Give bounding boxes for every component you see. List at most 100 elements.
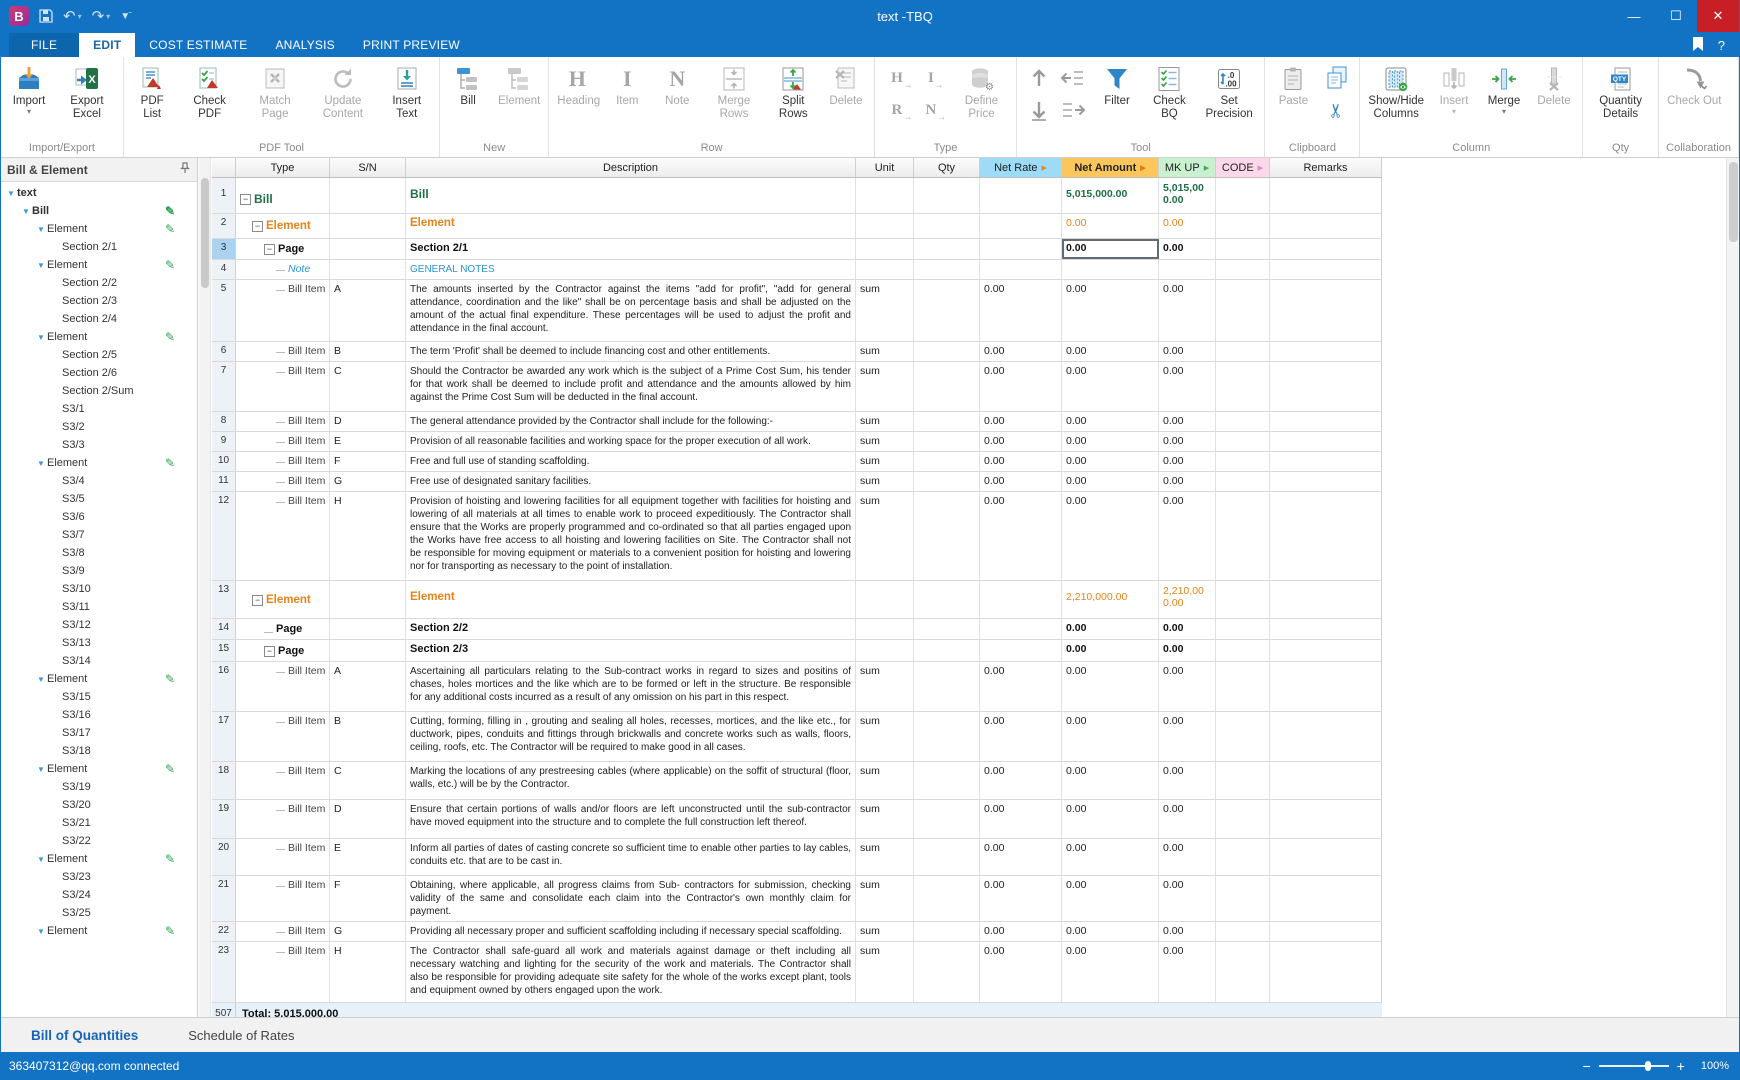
code-cell[interactable] — [1216, 412, 1270, 431]
net-amount-cell[interactable]: 2,210,000.00 — [1062, 581, 1159, 618]
row-number-cell[interactable]: 13 — [212, 581, 236, 618]
net-amount-cell[interactable]: 0.00 — [1062, 876, 1159, 921]
tree-item-element[interactable]: ▼Element✎ — [1, 220, 197, 238]
unit-cell[interactable] — [856, 640, 914, 661]
net-rate-cell[interactable]: 0.00 — [980, 922, 1062, 941]
net-amount-cell[interactable]: 0.00 — [1062, 472, 1159, 491]
expand-arrow-icon[interactable]: ▼ — [37, 225, 47, 234]
sn-cell[interactable]: F — [330, 876, 406, 921]
type-cell[interactable]: Bill Item — [236, 662, 330, 711]
row-number-cell[interactable]: 18 — [212, 762, 236, 799]
qty-cell[interactable] — [914, 214, 980, 238]
net-amount-cell[interactable]: 5,015,000.00 — [1062, 178, 1159, 213]
row-number-cell[interactable]: 9 — [212, 432, 236, 451]
unit-cell[interactable] — [856, 178, 914, 213]
description-cell[interactable]: The amounts inserted by the Contractor a… — [406, 280, 856, 341]
remarks-cell[interactable] — [1270, 280, 1382, 341]
qty-cell[interactable] — [914, 839, 980, 875]
type-cell[interactable]: Bill Item — [236, 922, 330, 941]
code-cell[interactable] — [1216, 452, 1270, 471]
row-number-cell[interactable]: 22 — [212, 922, 236, 941]
mkup-cell[interactable]: 0.00 — [1159, 922, 1216, 941]
tree-item-s3-24[interactable]: S3/24 — [1, 886, 197, 904]
qty-cell[interactable] — [914, 342, 980, 361]
description-cell[interactable]: Ascertaining all particulars relating to… — [406, 662, 856, 711]
net-amount-cell[interactable]: 0.00 — [1062, 492, 1159, 580]
mkup-cell[interactable]: 0.00 — [1159, 942, 1216, 1002]
type-item-icon[interactable]: I→ — [916, 64, 946, 92]
tree-item-element[interactable]: ▼Element✎ — [1, 922, 197, 940]
tree-item-s3-20[interactable]: S3/20 — [1, 796, 197, 814]
description-cell[interactable]: Cutting, forming, filling in , grouting … — [406, 712, 856, 761]
sn-cell[interactable]: D — [330, 412, 406, 431]
unit-cell[interactable]: sum — [856, 942, 914, 1002]
column-header-type[interactable]: Type — [236, 158, 330, 177]
expand-arrow-icon[interactable]: ▼ — [22, 207, 32, 216]
type-heading-icon[interactable]: H→ — [882, 64, 912, 92]
net-amount-cell[interactable]: 0.00 — [1062, 662, 1159, 711]
remarks-cell[interactable] — [1270, 712, 1382, 761]
expand-arrow-icon[interactable]: ▼ — [37, 261, 47, 270]
net-amount-cell[interactable]: 0.00 — [1062, 214, 1159, 238]
description-cell[interactable]: Obtaining, where applicable, all progres… — [406, 876, 856, 921]
sn-cell[interactable]: B — [330, 712, 406, 761]
type-cell[interactable]: −Page — [236, 239, 330, 259]
new-bill-button[interactable]: Bill — [443, 61, 493, 110]
grid-vertical-scrollbar-left[interactable] — [199, 158, 211, 1017]
code-cell[interactable] — [1216, 342, 1270, 361]
maximize-button[interactable]: ☐ — [1655, 0, 1697, 32]
type-cell[interactable]: −Bill — [236, 178, 330, 213]
row-number-cell[interactable]: 16 — [212, 662, 236, 711]
code-cell[interactable] — [1216, 260, 1270, 279]
column-header-s-n[interactable]: S/N — [330, 158, 406, 177]
type-cell[interactable]: −Page — [236, 640, 330, 661]
expand-arrow-icon[interactable]: ▼ — [37, 333, 47, 342]
code-cell[interactable] — [1216, 839, 1270, 875]
qty-cell[interactable] — [914, 432, 980, 451]
remarks-cell[interactable] — [1270, 342, 1382, 361]
net-rate-cell[interactable]: 0.00 — [980, 342, 1062, 361]
unit-cell[interactable] — [856, 260, 914, 279]
unit-cell[interactable] — [856, 619, 914, 639]
description-cell[interactable]: GENERAL NOTES — [406, 260, 856, 279]
description-cell[interactable]: Inform all parties of dates of casting c… — [406, 839, 856, 875]
edit-pencil-icon[interactable]: ✎ — [165, 672, 175, 686]
zoom-slider[interactable] — [1599, 1065, 1669, 1067]
customize-quick-access-icon[interactable]: ▼̄ — [120, 11, 130, 22]
filter-button[interactable]: Filter — [1092, 61, 1142, 110]
view-tab-schedule-of-rates[interactable]: Schedule of Rates — [188, 1028, 294, 1043]
tree-item-s3-4[interactable]: S3/4 — [1, 472, 197, 490]
type-cell[interactable]: Bill Item — [236, 362, 330, 411]
net-rate-cell[interactable] — [980, 239, 1062, 259]
remarks-cell[interactable] — [1270, 362, 1382, 411]
unit-cell[interactable]: sum — [856, 712, 914, 761]
net-amount-cell[interactable]: 0.00 — [1062, 239, 1159, 259]
mkup-cell[interactable]: 0.00 — [1159, 762, 1216, 799]
remarks-cell[interactable] — [1270, 412, 1382, 431]
remarks-cell[interactable] — [1270, 452, 1382, 471]
tree-item-s3-7[interactable]: S3/7 — [1, 526, 197, 544]
scrollbar-thumb[interactable] — [201, 178, 209, 288]
unit-cell[interactable]: sum — [856, 342, 914, 361]
expand-arrow-icon[interactable]: ▼ — [37, 927, 47, 936]
net-rate-cell[interactable] — [980, 178, 1062, 213]
sn-cell[interactable]: E — [330, 839, 406, 875]
row-number-cell[interactable]: 1 — [212, 178, 236, 213]
column-header-unit[interactable]: Unit — [856, 158, 914, 177]
remarks-cell[interactable] — [1270, 839, 1382, 875]
edit-pencil-icon[interactable]: ✎ — [165, 924, 175, 938]
row-number-cell[interactable]: 3 — [212, 239, 236, 259]
merge-column-button[interactable]: Merge▾ — [1479, 61, 1529, 118]
remarks-cell[interactable] — [1270, 260, 1382, 279]
remarks-cell[interactable] — [1270, 876, 1382, 921]
row-number-cell[interactable]: 10 — [212, 452, 236, 471]
edit-pencil-icon[interactable]: ✎ — [165, 204, 175, 218]
split-rows-button[interactable]: Split Rows — [766, 61, 821, 123]
zoom-out-icon[interactable]: − — [1582, 1058, 1590, 1074]
mkup-cell[interactable]: 0.00 — [1159, 342, 1216, 361]
tree-item-s3-2[interactable]: S3/2 — [1, 418, 197, 436]
qty-cell[interactable] — [914, 412, 980, 431]
sn-cell[interactable]: F — [330, 452, 406, 471]
collapse-minus-icon[interactable]: − — [252, 595, 263, 606]
unit-cell[interactable]: sum — [856, 876, 914, 921]
